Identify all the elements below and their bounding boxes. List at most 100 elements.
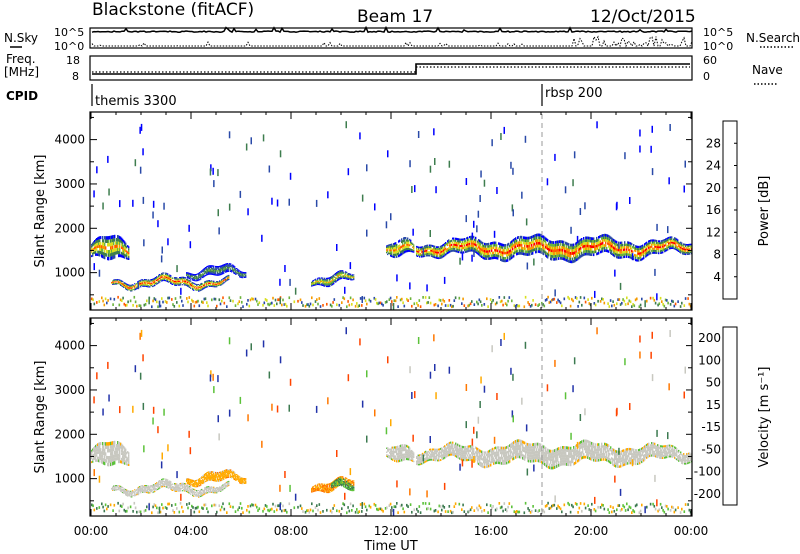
echo-cell bbox=[136, 489, 138, 491]
echo-cell bbox=[99, 236, 101, 240]
echo-cell bbox=[156, 484, 158, 486]
echo-cell bbox=[584, 250, 586, 253]
echo-cell bbox=[682, 249, 684, 252]
echo-cell bbox=[190, 282, 192, 285]
echo-cell bbox=[223, 484, 225, 486]
echo-cell bbox=[210, 282, 212, 284]
echo-cell bbox=[146, 492, 148, 494]
echo-cell bbox=[209, 272, 211, 274]
echo-cell bbox=[678, 248, 680, 251]
noise-speckle bbox=[148, 297, 150, 305]
echo-cell bbox=[123, 491, 125, 493]
echo-cell bbox=[604, 236, 606, 239]
echo-cell bbox=[209, 273, 211, 275]
echo-cell bbox=[124, 285, 126, 286]
echo-cell bbox=[218, 266, 220, 268]
echo-cell bbox=[152, 278, 154, 280]
noise-speckle bbox=[480, 170, 482, 178]
echo-cell bbox=[510, 244, 512, 247]
colorbar-tick-label: 28 bbox=[706, 136, 721, 150]
echo-cell bbox=[203, 491, 205, 492]
echo-cell bbox=[665, 238, 667, 241]
cpid-label: CPID bbox=[6, 89, 38, 103]
echo-cell bbox=[161, 276, 163, 278]
near-range-cell bbox=[399, 298, 402, 302]
echo-cell bbox=[684, 253, 686, 255]
echo-cell bbox=[116, 457, 118, 461]
colorbar-tick-label: 16 bbox=[706, 203, 721, 217]
echo-cell bbox=[145, 283, 147, 285]
echo-cell bbox=[671, 241, 673, 244]
echo-cell bbox=[93, 447, 95, 450]
echo-cell bbox=[190, 275, 192, 277]
echo-cell bbox=[636, 254, 638, 257]
echo-cell bbox=[495, 241, 497, 245]
echo-cell bbox=[451, 247, 453, 250]
echo-cell bbox=[418, 246, 420, 249]
near-range-cell bbox=[653, 298, 656, 302]
echo-cell bbox=[509, 250, 511, 253]
echo-cell bbox=[530, 241, 532, 245]
echo-cell bbox=[220, 266, 222, 269]
echo-cell bbox=[671, 238, 673, 240]
echo-cell bbox=[222, 473, 224, 475]
echo-cell bbox=[202, 283, 204, 285]
echo-cell bbox=[680, 243, 682, 246]
echo-cell bbox=[221, 266, 223, 268]
echo-cell bbox=[200, 277, 202, 279]
echo-cell bbox=[456, 242, 458, 245]
echo-cell bbox=[197, 273, 199, 275]
echo-cell bbox=[116, 444, 118, 448]
echo-cell bbox=[481, 248, 483, 251]
echo-cell bbox=[560, 243, 562, 246]
echo-cell bbox=[641, 245, 643, 248]
echo-cell bbox=[668, 242, 670, 245]
echo-cell bbox=[202, 482, 204, 485]
near-range-cell bbox=[193, 304, 196, 308]
echo-cell bbox=[96, 449, 98, 452]
echo-cell bbox=[639, 252, 641, 255]
echo-cell bbox=[205, 268, 207, 270]
echo-cell bbox=[133, 288, 135, 290]
echo-cell bbox=[153, 491, 155, 493]
echo-cell bbox=[168, 487, 170, 489]
echo-cell bbox=[470, 249, 472, 252]
echo-cell bbox=[658, 250, 660, 253]
echo-cell bbox=[682, 252, 684, 255]
echo-cell bbox=[467, 236, 469, 239]
echo-cell bbox=[336, 274, 338, 277]
echo-cell bbox=[667, 241, 669, 243]
echo-cell bbox=[212, 487, 214, 489]
echo-cell bbox=[124, 492, 126, 494]
echo-cell bbox=[163, 480, 165, 483]
echo-cell bbox=[128, 490, 130, 492]
echo-cell bbox=[123, 446, 125, 449]
echo-cell bbox=[139, 486, 141, 488]
echo-cell bbox=[126, 257, 128, 260]
echo-cell bbox=[506, 254, 508, 257]
echo-cell bbox=[663, 243, 665, 246]
echo-cell bbox=[584, 242, 586, 245]
echo-cell bbox=[95, 243, 97, 247]
echo-cell bbox=[91, 243, 93, 246]
echo-cell bbox=[145, 280, 147, 282]
echo-cell bbox=[146, 490, 148, 492]
echo-cell bbox=[122, 490, 124, 492]
echo-cell bbox=[677, 241, 679, 243]
echo-cell bbox=[146, 487, 148, 489]
echo-cell bbox=[337, 275, 339, 277]
echo-cell bbox=[446, 250, 448, 253]
echo-cell bbox=[603, 239, 605, 242]
echo-cell bbox=[457, 244, 459, 247]
echo-cell bbox=[429, 251, 431, 253]
echo-cell bbox=[168, 276, 170, 278]
echo-cell bbox=[127, 459, 129, 462]
echo-cell bbox=[341, 272, 343, 274]
echo-cell bbox=[624, 248, 626, 251]
echo-cell bbox=[436, 251, 438, 254]
echo-cell bbox=[190, 488, 192, 491]
noise-speckle bbox=[294, 287, 297, 295]
echo-cell bbox=[566, 245, 568, 248]
echo-cell bbox=[453, 247, 455, 250]
echo-cell bbox=[129, 287, 131, 289]
